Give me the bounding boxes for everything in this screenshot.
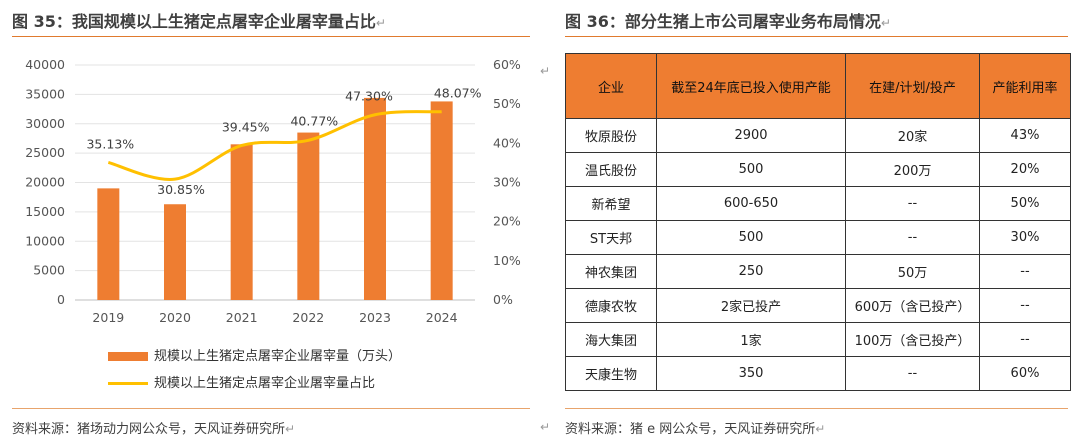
- return-mark: ↵: [540, 64, 551, 78]
- table-cell: --: [979, 288, 1071, 323]
- table-cell: 50万: [845, 254, 980, 289]
- table-cell: 60%: [979, 356, 1071, 391]
- y-right-tick-label: 50%: [493, 96, 521, 111]
- y-left-tick-label: 10000: [25, 233, 65, 248]
- table-cell: 温氏股份: [565, 152, 657, 187]
- line-data-label: 48.07%: [434, 86, 482, 101]
- bar: [297, 132, 320, 300]
- line-data-label: 35.13%: [86, 136, 134, 151]
- source-rule-left: [12, 408, 530, 409]
- table-cell: 200万: [845, 152, 980, 187]
- legend-line-swatch: [108, 382, 148, 385]
- table-cell: 神农集团: [565, 254, 657, 289]
- chart-figure-35: 0 5000 10000 15000 20000 25000 30000 35000 40000…: [25, 57, 521, 325]
- x-tick-label: 2020: [159, 310, 191, 325]
- table-cell: ST天邦: [565, 220, 657, 255]
- figure-35-title: 图 35：我国规模以上生猪定点屠宰企业屠宰量占比↵: [12, 12, 386, 31]
- table-cell: 天康生物: [565, 356, 657, 391]
- table-cell: --: [845, 220, 980, 255]
- table-row: 新希望 600-650 -- 50%: [565, 186, 1071, 221]
- table-cell: 30%: [979, 220, 1071, 255]
- bar: [164, 204, 186, 300]
- bar: [230, 144, 253, 300]
- y-right-tick-label: 40%: [493, 135, 521, 150]
- table-cell: 2900: [656, 118, 846, 153]
- x-tick-label: 2022: [292, 310, 324, 325]
- table-cell: 43%: [979, 118, 1071, 153]
- table-cell: 600-650: [656, 186, 846, 221]
- series-line: [107, 110, 442, 181]
- y-left-tick-label: 0: [57, 292, 65, 307]
- x-tick-label: 2019: [92, 310, 124, 325]
- y-left-tick-label: 20000: [25, 175, 65, 190]
- table-cell: 500: [656, 152, 846, 187]
- table-cell: 德康农牧: [565, 288, 657, 323]
- table-row: 海大集团 1家 100万（含已投产） --: [565, 322, 1071, 357]
- table-row: ST天邦 500 -- 30%: [565, 220, 1071, 255]
- y-left-tick-label: 40000: [25, 57, 65, 72]
- table-cell: --: [979, 322, 1071, 357]
- table-row: 温氏股份 500 200万 20%: [565, 152, 1071, 187]
- table-row: 神农集团 250 50万 --: [565, 254, 1071, 289]
- table-row: 牧原股份 2900 20家 43%: [565, 118, 1071, 153]
- x-tick-label: 2024: [426, 310, 458, 325]
- bar: [97, 188, 120, 300]
- table-header-row: 企业 截至24年底已投入使用产能 在建/计划/投产 产能利用率: [565, 53, 1071, 119]
- header-utilization: 产能利用率: [979, 53, 1071, 119]
- x-tick-label: 2023: [359, 310, 391, 325]
- table-row: 德康农牧 2家已投产 600万（含已投产） --: [565, 288, 1071, 323]
- table-row: 天康生物 350 -- 60%: [565, 356, 1071, 391]
- table-cell: 250: [656, 254, 846, 289]
- figure-36-title: 图 36：部分生猪上市公司屠宰业务布局情况↵: [565, 12, 891, 31]
- legend-bar-entry: 规模以上生猪定点屠宰企业屠宰量（万头）: [108, 345, 401, 364]
- table-cell: 600万（含已投产）: [845, 288, 980, 323]
- table-cell: 20%: [979, 152, 1071, 187]
- source-rule-right: [565, 408, 1068, 409]
- source-left: 资料来源：猪场动力网公众号，天风证券研究所↵: [12, 422, 296, 437]
- table-cell: 新希望: [565, 186, 657, 221]
- y-right-tick-label: 60%: [493, 57, 521, 72]
- title-rule-right: [565, 36, 1068, 37]
- line-data-label: 40.77%: [290, 113, 338, 128]
- line-data-label: 30.85%: [157, 182, 205, 197]
- y-left-tick-label: 15000: [25, 204, 65, 219]
- table-cell: 100万（含已投产）: [845, 322, 980, 357]
- table-cell: --: [845, 356, 980, 391]
- legend-bar-swatch: [108, 352, 148, 361]
- y-right-tick-label: 10%: [493, 253, 521, 268]
- header-capacity: 截至24年底已投入使用产能: [656, 53, 846, 119]
- table-cell: 20家: [845, 118, 980, 153]
- y-left-tick-label: 35000: [25, 86, 65, 101]
- return-mark: ↵: [540, 420, 551, 434]
- header-company: 企业: [565, 53, 657, 119]
- table-cell: 350: [656, 356, 846, 391]
- table-cell: 50%: [979, 186, 1071, 221]
- table-cell: 牧原股份: [565, 118, 657, 153]
- bar: [364, 97, 386, 301]
- table-cell: 2家已投产: [656, 288, 846, 323]
- bar: [430, 101, 453, 300]
- legend-line-entry: 规模以上生猪定点屠宰企业屠宰量占比: [108, 372, 375, 391]
- y-right-tick-label: 0%: [493, 292, 513, 307]
- table-cell: 海大集团: [565, 322, 657, 357]
- table-cell: 1家: [656, 322, 846, 357]
- y-left-tick-label: 5000: [33, 263, 65, 278]
- table-cell: 500: [656, 220, 846, 255]
- y-right-tick-label: 20%: [493, 214, 521, 229]
- line-data-label: 47.30%: [345, 89, 393, 104]
- source-right: 资料来源：猪 e 网公众号，天风证券研究所↵: [565, 422, 826, 437]
- y-right-tick-label: 30%: [493, 175, 521, 190]
- slaughter-business-table: 企业 截至24年底已投入使用产能 在建/计划/投产 产能利用率 牧原股份 2900…: [565, 53, 1071, 391]
- table-cell: --: [845, 186, 980, 221]
- x-tick-label: 2021: [226, 310, 258, 325]
- line-data-label: 39.45%: [222, 119, 270, 134]
- y-left-tick-label: 30000: [25, 116, 65, 131]
- title-rule-left: [12, 36, 530, 37]
- y-left-tick-label: 25000: [25, 145, 65, 160]
- table-cell: --: [979, 254, 1071, 289]
- header-planned: 在建/计划/投产: [845, 53, 980, 119]
